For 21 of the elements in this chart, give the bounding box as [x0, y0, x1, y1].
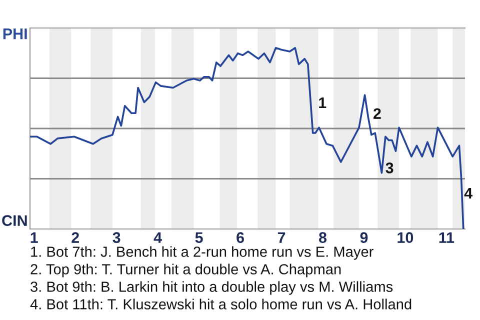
- x-tick-label: 7: [278, 232, 286, 243]
- text: 1. Bot 7th: J. Bench hit a 2-run home run vs E. Mayer: [31, 246, 374, 260]
- x-tick-label: 3: [112, 232, 120, 244]
- text: 3. Bot 9th: B. Larkin hit into a double play vs M. Williams: [30, 281, 393, 295]
- x-tick-label: 9: [360, 232, 368, 243]
- x-tick-label: 6: [236, 232, 244, 243]
- text: 2. Top 9th: T. Turner hit a double vs A. Chapman: [30, 264, 341, 278]
- x-tick-label: 2: [72, 232, 79, 243]
- annotation: 3: [386, 162, 394, 174]
- x-tick-label: 1: [30, 232, 38, 243]
- x-tick-label: 11: [439, 232, 454, 243]
- annotation: 4: [464, 188, 472, 199]
- x-tick-label: 4: [154, 232, 162, 243]
- x-tick-label: 5: [195, 232, 203, 243]
- annotation: 2: [373, 108, 381, 119]
- text: 4. Bot 11th: T. Kluszewski hit a solo home run vs A. Holland: [30, 298, 412, 310]
- text: CIN: [2, 215, 27, 226]
- annotation: 1: [319, 97, 326, 108]
- text: PHI: [3, 28, 27, 40]
- x-tick-label: 8: [318, 232, 327, 243]
- x-tick-label: 10: [398, 232, 414, 243]
